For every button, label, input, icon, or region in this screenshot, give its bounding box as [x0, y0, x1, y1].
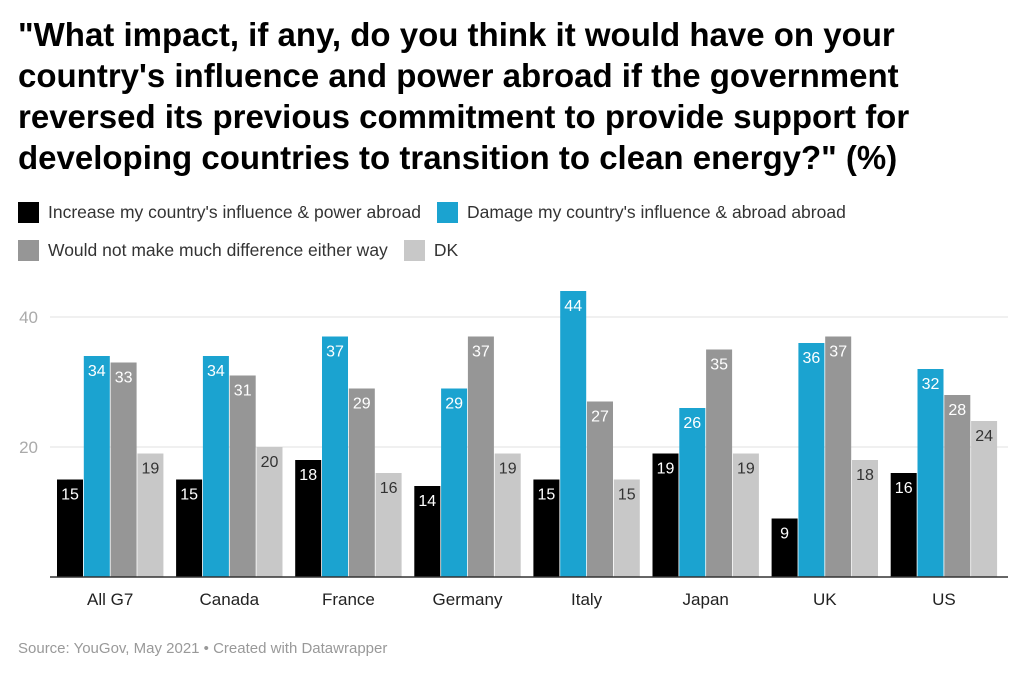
data-label: 37: [472, 344, 490, 361]
bar-japan-0: [652, 453, 679, 577]
legend-label-damage: Damage my country's influence & abroad a…: [466, 201, 846, 222]
data-label: 44: [564, 298, 582, 315]
bar-uk-1: [798, 343, 825, 577]
data-label: 29: [445, 396, 463, 413]
data-label: 15: [618, 487, 636, 504]
bar-canada-3: [256, 447, 283, 577]
legend-item-damage: Damage my country's influence & abroad a…: [436, 200, 846, 224]
bar-france-1: [322, 336, 348, 577]
y-tick-label-40: 40: [19, 308, 38, 327]
x-tick-label-italy: Italy: [571, 590, 603, 609]
data-label: 14: [418, 493, 436, 510]
bar-us-1: [917, 369, 944, 577]
x-tick-label-uk: UK: [813, 590, 837, 609]
data-label: 16: [380, 480, 398, 497]
legend: Increase my country's influence & power …: [18, 200, 1008, 262]
bar-canada-2: [229, 375, 256, 577]
bar-all-g7-1: [83, 356, 110, 577]
y-tick-label-20: 20: [19, 438, 38, 457]
x-tick-label-germany: Germany: [433, 590, 503, 609]
data-label: 15: [180, 487, 198, 504]
legend-label-no-difference: Would not make much difference either wa…: [48, 239, 388, 260]
data-label: 34: [207, 363, 225, 380]
legend-swatch-damage: [436, 201, 458, 223]
data-label: 20: [261, 454, 279, 471]
data-label: 19: [737, 461, 755, 478]
data-label: 31: [234, 383, 252, 400]
data-label: 19: [142, 461, 160, 478]
data-label: 18: [856, 467, 874, 484]
legend-label-dk: DK: [433, 239, 459, 260]
bar-germany-2: [467, 336, 494, 577]
bar-us-0: [890, 473, 917, 577]
bar-germany-3: [494, 453, 521, 577]
bar-italy-2: [587, 401, 613, 577]
data-label: 26: [683, 415, 701, 432]
bar-us-3: [971, 421, 998, 577]
legend-item-increase: Increase my country's influence & power …: [18, 200, 421, 224]
bar-italy-0: [533, 479, 560, 577]
data-label: 28: [948, 402, 966, 419]
bar-all-g7-0: [57, 479, 83, 577]
bar-japan-2: [706, 349, 733, 577]
bar-us-2: [944, 395, 971, 577]
data-label: 24: [975, 428, 993, 445]
legend-item-dk: DK: [403, 238, 459, 262]
bar-chart: 20 40 15 34 33 19 All G7 15 34 31 20 Canada 18 37 29 16…: [19, 291, 1008, 609]
data-label: 29: [353, 396, 371, 413]
data-label: 19: [499, 461, 517, 478]
source-note: Source: YouGov, May 2021 • Created with …: [18, 640, 388, 657]
bar-all-g7-2: [110, 362, 137, 577]
bar-france-0: [295, 460, 322, 577]
bar-canada-0: [176, 479, 203, 577]
bar-all-g7-3: [137, 453, 164, 577]
data-label: 35: [710, 357, 728, 374]
legend-swatch-no-difference: [18, 239, 39, 261]
legend-swatch-increase: [18, 201, 39, 223]
bar-uk-2: [825, 336, 852, 577]
data-label: 37: [829, 344, 847, 361]
data-label: 34: [88, 363, 106, 380]
legend-swatch-dk: [403, 239, 425, 261]
x-tick-label-canada: Canada: [200, 590, 260, 609]
data-label: 16: [895, 480, 913, 497]
data-label: 18: [299, 467, 317, 484]
data-label: 9: [780, 526, 789, 543]
bar-uk-3: [852, 460, 878, 577]
bar-canada-1: [202, 356, 229, 577]
x-tick-label-all-g7: All G7: [87, 590, 133, 609]
data-label: 36: [803, 350, 821, 367]
x-tick-label-japan: Japan: [683, 590, 729, 609]
bar-uk-0: [771, 518, 798, 577]
data-label: 37: [326, 344, 344, 361]
bar-japan-3: [732, 453, 759, 577]
bar-japan-1: [679, 408, 706, 577]
legend-label-increase: Increase my country's influence & power …: [48, 201, 421, 222]
data-label: 19: [657, 461, 675, 478]
data-label: 27: [591, 409, 609, 426]
bar-italy-1: [560, 291, 587, 577]
data-label: 15: [61, 487, 79, 504]
bar-france-2: [348, 388, 375, 577]
data-label: 32: [922, 376, 940, 393]
chart-title: "What impact, if any, do you think it wo…: [18, 16, 910, 176]
bar-germany-0: [414, 486, 441, 577]
bar-germany-1: [441, 388, 468, 577]
bar-france-3: [375, 473, 402, 577]
x-tick-label-us: US: [932, 590, 956, 609]
data-label: 33: [115, 370, 133, 387]
legend-item-no-difference: Would not make much difference either wa…: [18, 238, 388, 262]
x-tick-label-france: France: [322, 590, 375, 609]
bar-italy-3: [613, 479, 640, 577]
data-label: 15: [538, 487, 556, 504]
